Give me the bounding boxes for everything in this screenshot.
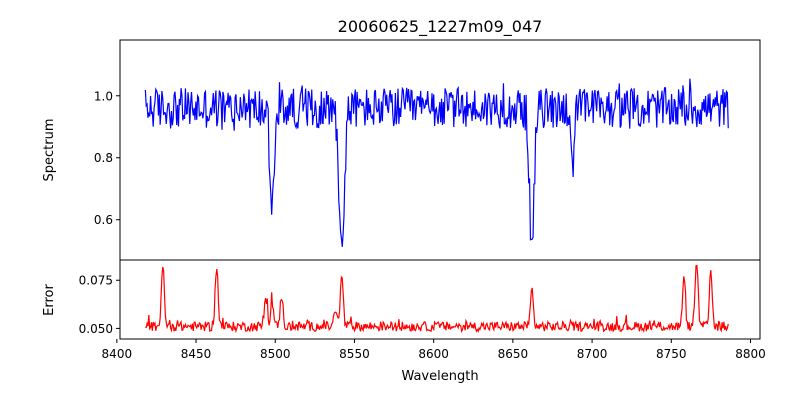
spectrum-series [144,78,729,247]
error-x-ticks: 8400 8450 8500 8550 8600 8650 8700 8750 8800 [102,339,766,361]
error-xtick-label: 8550 [339,347,370,361]
spectrum-ylabel: Spectrum [42,119,57,182]
chart-title: 20060625_1227m09_047 [338,17,543,37]
error-xtick-label: 8750 [656,347,687,361]
error-ytick-label: 0.050 [79,322,113,336]
spectrum-y-ticks: 0.6 0.8 1.0 [94,89,120,227]
error-xtick-label: 8600 [418,347,449,361]
spectrum-ytick-label: 0.8 [94,151,113,165]
error-ytick-label: 0.075 [79,274,113,288]
error-axes-frame [119,259,761,340]
error-y-ticks: 0.050 0.075 [79,274,120,336]
error-xtick-label: 8400 [102,347,133,361]
error-xtick-label: 8500 [260,347,291,361]
error-xtick-label: 8700 [577,347,608,361]
xlabel: Wavelength [401,369,478,384]
spectrum-ytick-label: 1.0 [94,89,113,103]
error-line [145,264,729,334]
error-series [145,264,729,334]
error-ylabel: Error [42,284,57,316]
error-xtick-label: 8450 [181,347,212,361]
spectrum-line [144,78,729,247]
spectrum-ytick-label: 0.6 [94,213,113,227]
error-xtick-label: 8800 [735,347,766,361]
error-xtick-label: 8650 [498,347,529,361]
